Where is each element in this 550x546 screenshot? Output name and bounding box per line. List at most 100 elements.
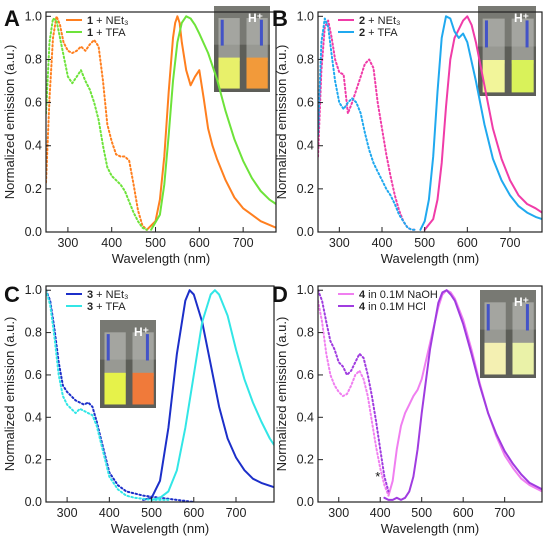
vial-solution [104,372,126,405]
x-tick-label: 300 [57,236,78,250]
vial-glass [104,332,126,377]
x-tick-label: 700 [226,506,247,520]
y-tick-label: 1.0 [297,283,314,297]
legend-reagent: + NEt₃ [93,15,128,27]
panel-b: B H⁺ 300 400 500 600 700 0.0 0.2 0.4 0.6 0.8 1.0 Wave… [272,6,543,266]
vial-glass [482,18,505,64]
panel-d: D H⁺ 300 400 500 600 700 0.0 0.2 0.4 0.6 0.8 1.0 Wave… [272,282,543,536]
y-tick-label: 0.2 [297,182,314,196]
x-tick-label: 400 [99,506,120,520]
series-excitation-line [318,299,390,497]
series-excitation-line [46,17,148,231]
y-tick-label: 1.0 [297,9,314,23]
x-tick-label: 400 [372,236,393,250]
legend-entry: 4 in 0.1M NaOH [359,289,438,301]
x-tick-label: 300 [328,506,349,520]
legend-reagent: + TFA [93,27,126,39]
y-tick-label: 0.8 [25,326,42,340]
y-axis-label: Normalized emission (a.u.) [2,317,17,472]
panel-a: A H⁺ 300 400 500 600 700 0.0 0.2 0.4 0.6 0.8 1.0 Wave… [2,6,277,266]
x-tick-label: 500 [141,506,162,520]
vial-glass [218,18,240,62]
series-emission-line [150,15,276,231]
legend-compound: 2 [359,27,365,39]
y-tick-label: 0.2 [297,453,314,467]
vial-cap-mark [220,19,224,46]
legend-entry: 2 + NEt₃ [359,15,400,27]
legend-entry: 4 in 0.1M HCl [359,301,426,313]
series-emission-line [383,289,542,501]
legend-reagent: + NEt₃ [93,289,128,301]
y-tick-label: 0.6 [25,368,42,382]
x-axis-label: Wavelength (nm) [381,251,480,266]
panel-letter: D [272,282,288,307]
y-tick-label: 0.8 [297,52,314,66]
x-tick-label: 600 [183,506,204,520]
series-emission-line [145,15,276,231]
x-tick-label: 500 [414,236,435,250]
panel-letter: B [272,6,288,31]
y-tick-label: 0.0 [25,495,42,509]
panel-c: C H⁺ 300 400 500 600 700 0.0 0.2 0.4 0.6 0.8 1.0 Wave… [2,282,275,536]
y-tick-label: 0.2 [25,453,42,467]
y-tick-label: 0.0 [297,225,314,239]
legend-reagent: in 0.1M NaOH [365,289,438,301]
series-excitation-line [318,17,418,231]
series-emission-line [150,289,274,501]
legend-compound: 1 [87,27,93,39]
x-tick-label: 500 [411,506,432,520]
legend-compound: 3 [87,301,93,313]
vial-photo: H⁺ [478,6,536,96]
vial-photo: H⁺ [214,6,270,92]
legend-compound: 1 [87,15,93,27]
vial-photo-label: H⁺ [134,325,149,339]
legend-reagent: + TFA [93,301,126,313]
x-tick-label: 600 [457,236,478,250]
y-tick-label: 0.2 [25,182,42,196]
x-tick-label: 600 [189,236,210,250]
series-excitation-line [46,15,148,231]
legend-entry: 3 + TFA [87,301,126,313]
series-excitation-line [318,19,418,231]
legend-reagent: + NEt₃ [365,15,400,27]
y-tick-label: 0.6 [297,368,314,382]
legend-reagent: + TFA [365,27,398,39]
vial-cap-mark [525,304,529,331]
x-axis-label: Wavelength (nm) [112,251,211,266]
vial-solution [246,57,268,89]
x-tick-label: 700 [233,236,254,250]
vial-photo-label: H⁺ [514,295,529,309]
legend-compound: 2 [359,15,365,27]
vial-cap-mark [145,334,149,361]
y-tick-label: 0.4 [25,410,42,424]
legend-entry: 2 + TFA [359,27,398,39]
annotation-asterisk: * [375,469,380,484]
vial-photo: H⁺ [480,290,536,378]
vial-solution [482,60,505,93]
legend-entry: 1 + TFA [87,27,126,39]
y-tick-label: 0.6 [297,96,314,110]
vial-solution [511,60,534,93]
vial-cap-mark [525,20,529,48]
x-tick-label: 300 [329,236,350,250]
y-tick-label: 0.8 [25,52,42,66]
vial-glass [511,18,534,64]
vial-cap-mark [486,304,490,331]
plot-frame [45,11,277,233]
y-tick-label: 0.6 [25,96,42,110]
y-tick-label: 0.0 [25,225,42,239]
series-excitation-line [46,289,170,501]
vial-glass [484,302,506,347]
legend-compound: 4 [359,301,366,313]
vial-photo-label: H⁺ [514,11,529,25]
series-emission-line [419,15,542,231]
y-axis-label: Normalized emission (a.u.) [274,317,289,472]
legend-entry: 1 + NEt₃ [87,15,128,27]
x-axis-label: Wavelength (nm) [111,521,210,536]
y-axis-label: Normalized emission (a.u.) [274,45,289,200]
plot-frame [317,285,543,503]
